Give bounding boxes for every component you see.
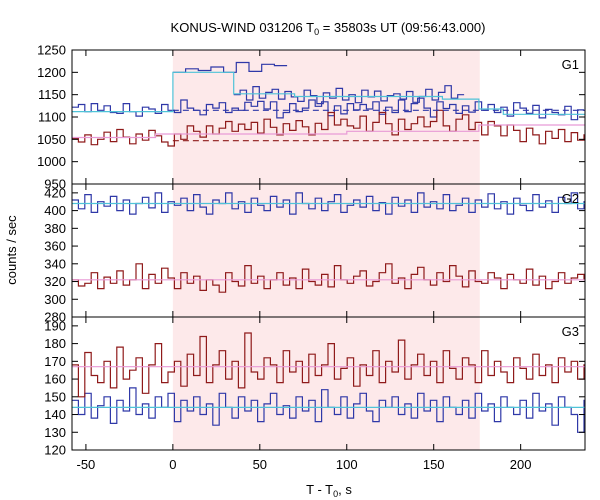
data-series-red-1 (72, 332, 585, 398)
data-series-red-1 (72, 263, 585, 293)
y-tick-label: 120 (44, 443, 66, 458)
x-tick-label: 50 (253, 457, 267, 472)
y-tick-label: 160 (44, 372, 66, 387)
y-tick-label: 1250 (37, 43, 66, 58)
y-axis-label: counts / sec (4, 215, 19, 285)
y-tick-label: 1100 (38, 110, 66, 125)
data-series-blue-2 (233, 85, 465, 105)
panel-label: G3 (562, 324, 579, 339)
y-tick-label: 380 (44, 221, 66, 236)
y-tick-label: 150 (44, 389, 66, 404)
x-axis-label: T - T0, s (306, 482, 352, 499)
data-series-blue-0 (72, 97, 584, 121)
fit-line-pink (72, 124, 585, 139)
y-tick-label: 360 (44, 239, 66, 254)
y-tick-label: 130 (44, 425, 66, 440)
plot-area (72, 61, 585, 147)
y-tick-label: 180 (44, 336, 66, 351)
highlight-band (172, 184, 480, 317)
x-tick-label: -50 (77, 457, 96, 472)
data-series-blue-0 (72, 192, 585, 215)
panel-g3: 120 130 140 150 160 170 180 190 -50 0 50 100 150 200 G… (44, 316, 586, 472)
y-tick-label: 400 (44, 203, 66, 218)
x-tick-label: 200 (510, 457, 532, 472)
y-tick-label: 320 (44, 274, 66, 289)
x-tick-label: 150 (423, 457, 445, 472)
y-tick-label: 420 (44, 185, 66, 200)
y-tick-label: 300 (44, 292, 66, 307)
x-tick-label: 100 (336, 457, 358, 472)
y-tick-label: 170 (44, 354, 66, 369)
panel-label: G1 (562, 57, 579, 72)
data-series-red-3 (72, 109, 585, 147)
x-tick-label: 0 (169, 457, 176, 472)
highlight-band (172, 317, 480, 450)
y-tick-label: 340 (44, 256, 66, 271)
panel-label: G2 (562, 191, 579, 206)
plot-area (72, 192, 585, 293)
y-tick-label: 280 (44, 310, 66, 325)
chart-title: KONUS-WIND 031206 T0 = 35803s UT (09:56:… (171, 20, 486, 37)
panel-g1: 950 1000 1050 1100 1150 1200 1250 G1 (37, 43, 586, 192)
y-tick-label: 1150 (38, 87, 66, 102)
fit-line-cyan (72, 71, 585, 115)
panel-g2: 280 300 320 340 360 380 400 420 G2 (44, 183, 586, 325)
y-tick-label: 1200 (37, 65, 66, 80)
y-tick-label: 1050 (37, 132, 66, 147)
y-tick-label: 140 (44, 407, 66, 422)
y-tick-label: 1000 (37, 154, 66, 169)
plot-area (72, 332, 585, 433)
panel-frame (71, 316, 586, 451)
y-tick-label: 190 (44, 318, 66, 333)
y-tick-label: 950 (44, 177, 66, 192)
